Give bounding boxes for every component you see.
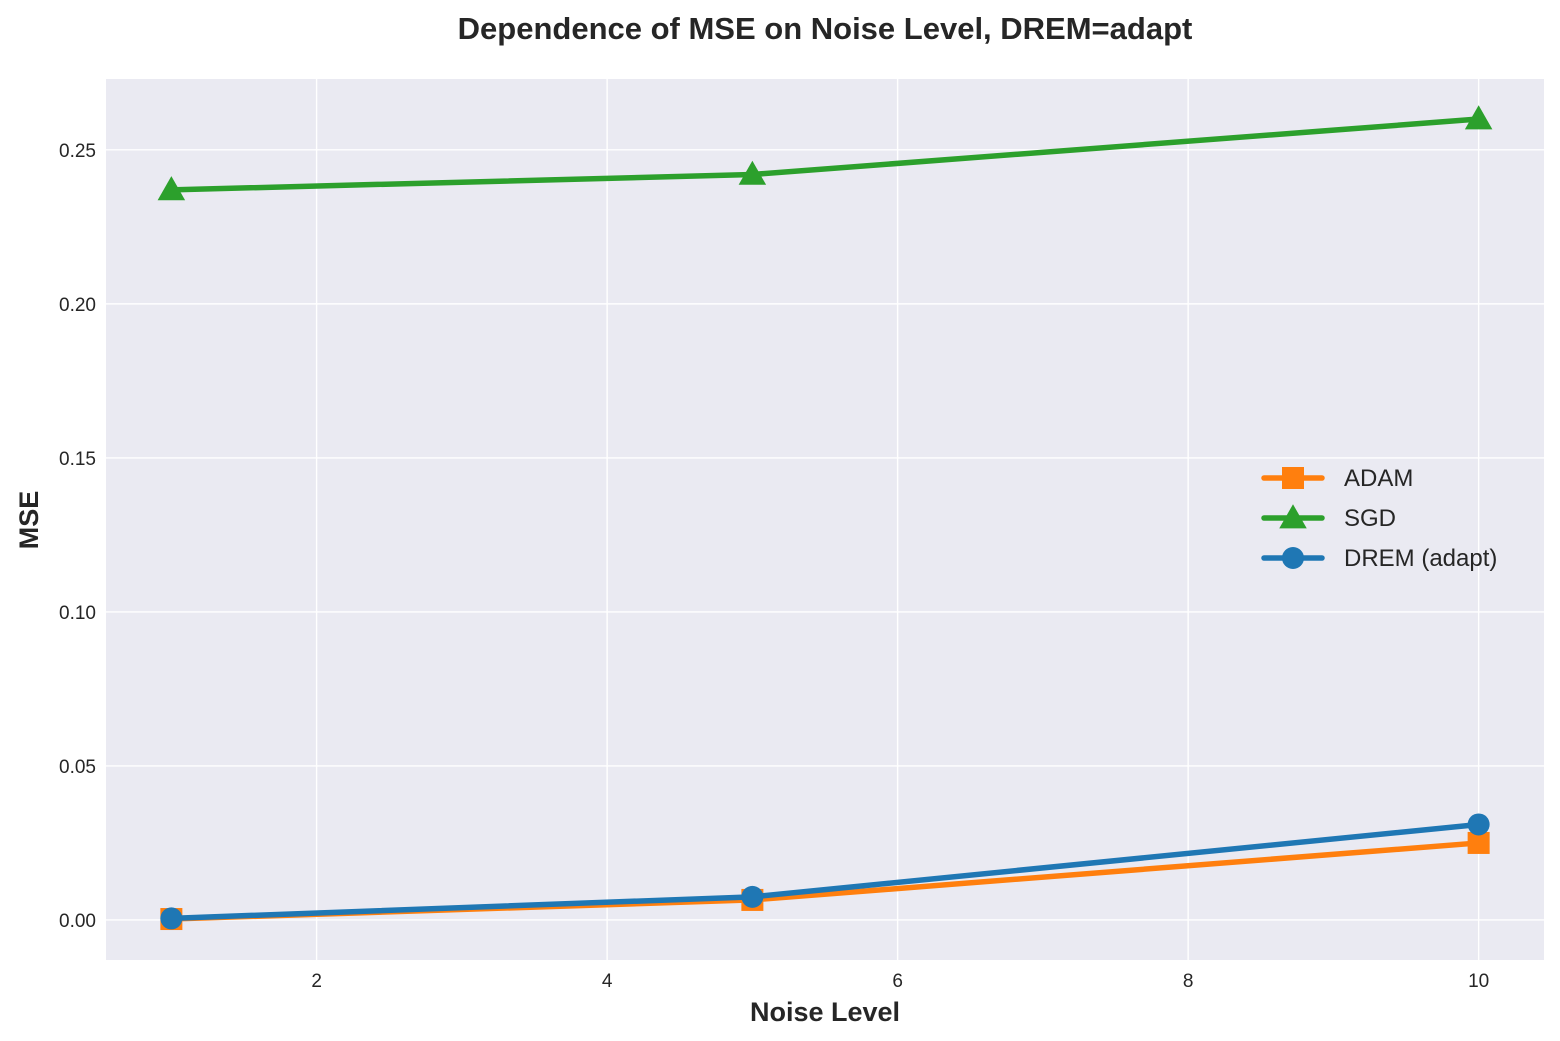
legend-entry: SGD — [1261, 504, 1396, 532]
legend-label: DREM (adapt) — [1344, 545, 1497, 572]
data-point — [738, 160, 767, 185]
y-axis-label: MSE — [14, 491, 44, 550]
legend-entry: DREM (adapt) — [1261, 545, 1497, 572]
legend-label: SGD — [1344, 505, 1396, 532]
legend-marker — [1282, 467, 1304, 489]
y-tick-label: 0.10 — [59, 603, 96, 624]
x-tick-label: 2 — [311, 971, 322, 992]
x-axis-label: Noise Level — [750, 997, 900, 1027]
legend-label: ADAM — [1344, 465, 1413, 492]
legend-entry: ADAM — [1261, 465, 1413, 492]
data-point — [741, 885, 764, 908]
x-tick-label: 8 — [1183, 971, 1194, 992]
data-point — [157, 176, 186, 201]
y-tick-label: 0.15 — [59, 449, 96, 470]
x-tick-labels: 2 4 6 8 10 — [311, 971, 1489, 992]
x-tick-label: 10 — [1468, 971, 1489, 992]
y-tick-label: 0.25 — [59, 141, 96, 162]
y-tick-label: 0.00 — [59, 911, 96, 932]
chart-title: Dependence of MSE on Noise Level, DREM=a… — [458, 11, 1193, 46]
series-layer — [157, 105, 1493, 931]
x-tick-label: 6 — [892, 971, 903, 992]
legend-marker — [1279, 504, 1307, 529]
data-point — [1467, 813, 1490, 836]
y-tick-label: 0.20 — [59, 295, 96, 316]
y-tick-labels: 0.00 0.05 0.10 0.15 0.20 0.25 — [59, 141, 96, 932]
legend: ADAM SGD DREM (adapt) — [1261, 465, 1497, 572]
data-point — [1464, 105, 1493, 130]
plot-background — [106, 79, 1544, 960]
legend-marker — [1282, 547, 1304, 569]
x-tick-label: 4 — [602, 971, 613, 992]
y-tick-label: 0.05 — [59, 757, 96, 778]
series-drem-adapt — [160, 813, 1490, 930]
grid — [106, 79, 1544, 960]
data-point — [1467, 831, 1490, 854]
series-sgd — [157, 105, 1493, 201]
data-point — [160, 907, 183, 930]
